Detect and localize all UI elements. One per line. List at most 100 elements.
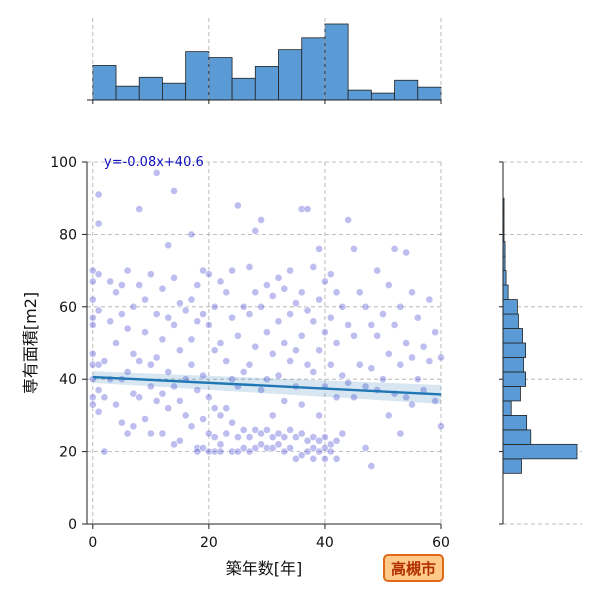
data-point: [94, 386, 103, 394]
data-point: [309, 368, 318, 376]
data-point: [263, 375, 271, 384]
data-point: [199, 371, 207, 380]
x-hist-bar: [370, 92, 395, 101]
data-point: [286, 310, 295, 318]
x-tick-label: 20: [200, 535, 218, 551]
data-point: [292, 454, 300, 463]
data-point: [233, 201, 242, 210]
data-point: [94, 270, 103, 279]
data-point: [280, 284, 289, 293]
data-point: [263, 444, 271, 452]
data-point: [146, 360, 155, 369]
data-point: [239, 444, 248, 452]
data-point: [222, 288, 231, 297]
data-point: [94, 219, 103, 228]
data-point: [94, 190, 103, 199]
data-point: [402, 248, 411, 257]
data-point: [193, 386, 202, 394]
data-point: [315, 346, 324, 355]
data-point: [292, 346, 300, 355]
confidence-band: [92, 371, 441, 404]
data-point: [100, 393, 109, 402]
data-point: [332, 454, 341, 463]
data-point: [135, 357, 144, 365]
data-point: [344, 320, 353, 329]
y-tick-label: 80: [59, 227, 77, 243]
data-point: [355, 288, 364, 297]
data-point: [164, 313, 173, 322]
data-point: [158, 335, 167, 344]
data-point: [88, 393, 97, 402]
badge-label: 高槻市: [391, 560, 436, 578]
data-point: [204, 393, 213, 402]
data-point: [187, 230, 196, 239]
data-point: [239, 425, 248, 434]
data-point: [239, 302, 248, 311]
data-point: [222, 357, 231, 365]
data-point: [141, 328, 149, 337]
data-point: [222, 429, 231, 438]
data-point: [170, 273, 178, 282]
x-hist-bar: [254, 66, 279, 101]
data-point: [315, 295, 324, 304]
data-point: [210, 404, 219, 413]
data-point: [152, 310, 161, 318]
data-point: [117, 418, 126, 427]
y-hist-bar: [502, 400, 512, 416]
data-point: [112, 339, 120, 347]
data-point: [100, 447, 109, 456]
data-point: [135, 205, 144, 213]
data-point: [344, 216, 353, 224]
data-point: [181, 411, 190, 420]
data-point: [228, 447, 236, 456]
data-point: [216, 339, 225, 347]
data-point: [170, 382, 178, 391]
x-hist-bar: [324, 23, 349, 101]
data-point: [286, 266, 295, 275]
data-point: [268, 433, 277, 442]
data-point: [170, 187, 178, 195]
data-point: [315, 447, 324, 456]
data-point: [239, 368, 248, 376]
data-point: [152, 168, 161, 177]
x-tick-label: 60: [432, 535, 450, 551]
scatter-points: [88, 168, 445, 470]
data-point: [199, 444, 207, 452]
data-point: [297, 205, 306, 213]
data-point: [268, 292, 277, 300]
data-point: [245, 433, 254, 442]
data-point: [292, 299, 300, 308]
y-marginal-histogram: [499, 161, 582, 525]
data-point: [332, 339, 341, 347]
data-point: [106, 317, 115, 326]
data-point: [204, 320, 213, 329]
data-point: [268, 411, 277, 420]
x-axis-label: 築年数[年]: [226, 559, 303, 578]
data-point: [431, 328, 440, 337]
data-point: [408, 400, 416, 409]
data-point: [274, 429, 283, 438]
data-point: [384, 281, 393, 289]
y-hist-bar: [502, 443, 578, 460]
data-point: [419, 342, 428, 351]
data-point: [88, 277, 97, 286]
data-point: [100, 357, 109, 365]
data-point: [332, 288, 341, 297]
data-point: [396, 302, 405, 311]
x-hist-bar: [208, 57, 233, 101]
data-point: [228, 266, 236, 275]
grid-lines: [87, 161, 442, 525]
y-hist-bar: [502, 357, 524, 373]
data-point: [344, 378, 353, 387]
data-point: [123, 266, 132, 275]
data-point: [204, 270, 213, 279]
data-point: [94, 306, 103, 315]
data-point: [297, 451, 306, 460]
data-point: [245, 447, 254, 456]
x-hist-bar: [162, 82, 187, 101]
data-point: [257, 302, 265, 311]
data-point: [431, 397, 440, 405]
data-point: [164, 368, 173, 376]
data-point: [309, 317, 318, 326]
data-point: [309, 263, 318, 271]
